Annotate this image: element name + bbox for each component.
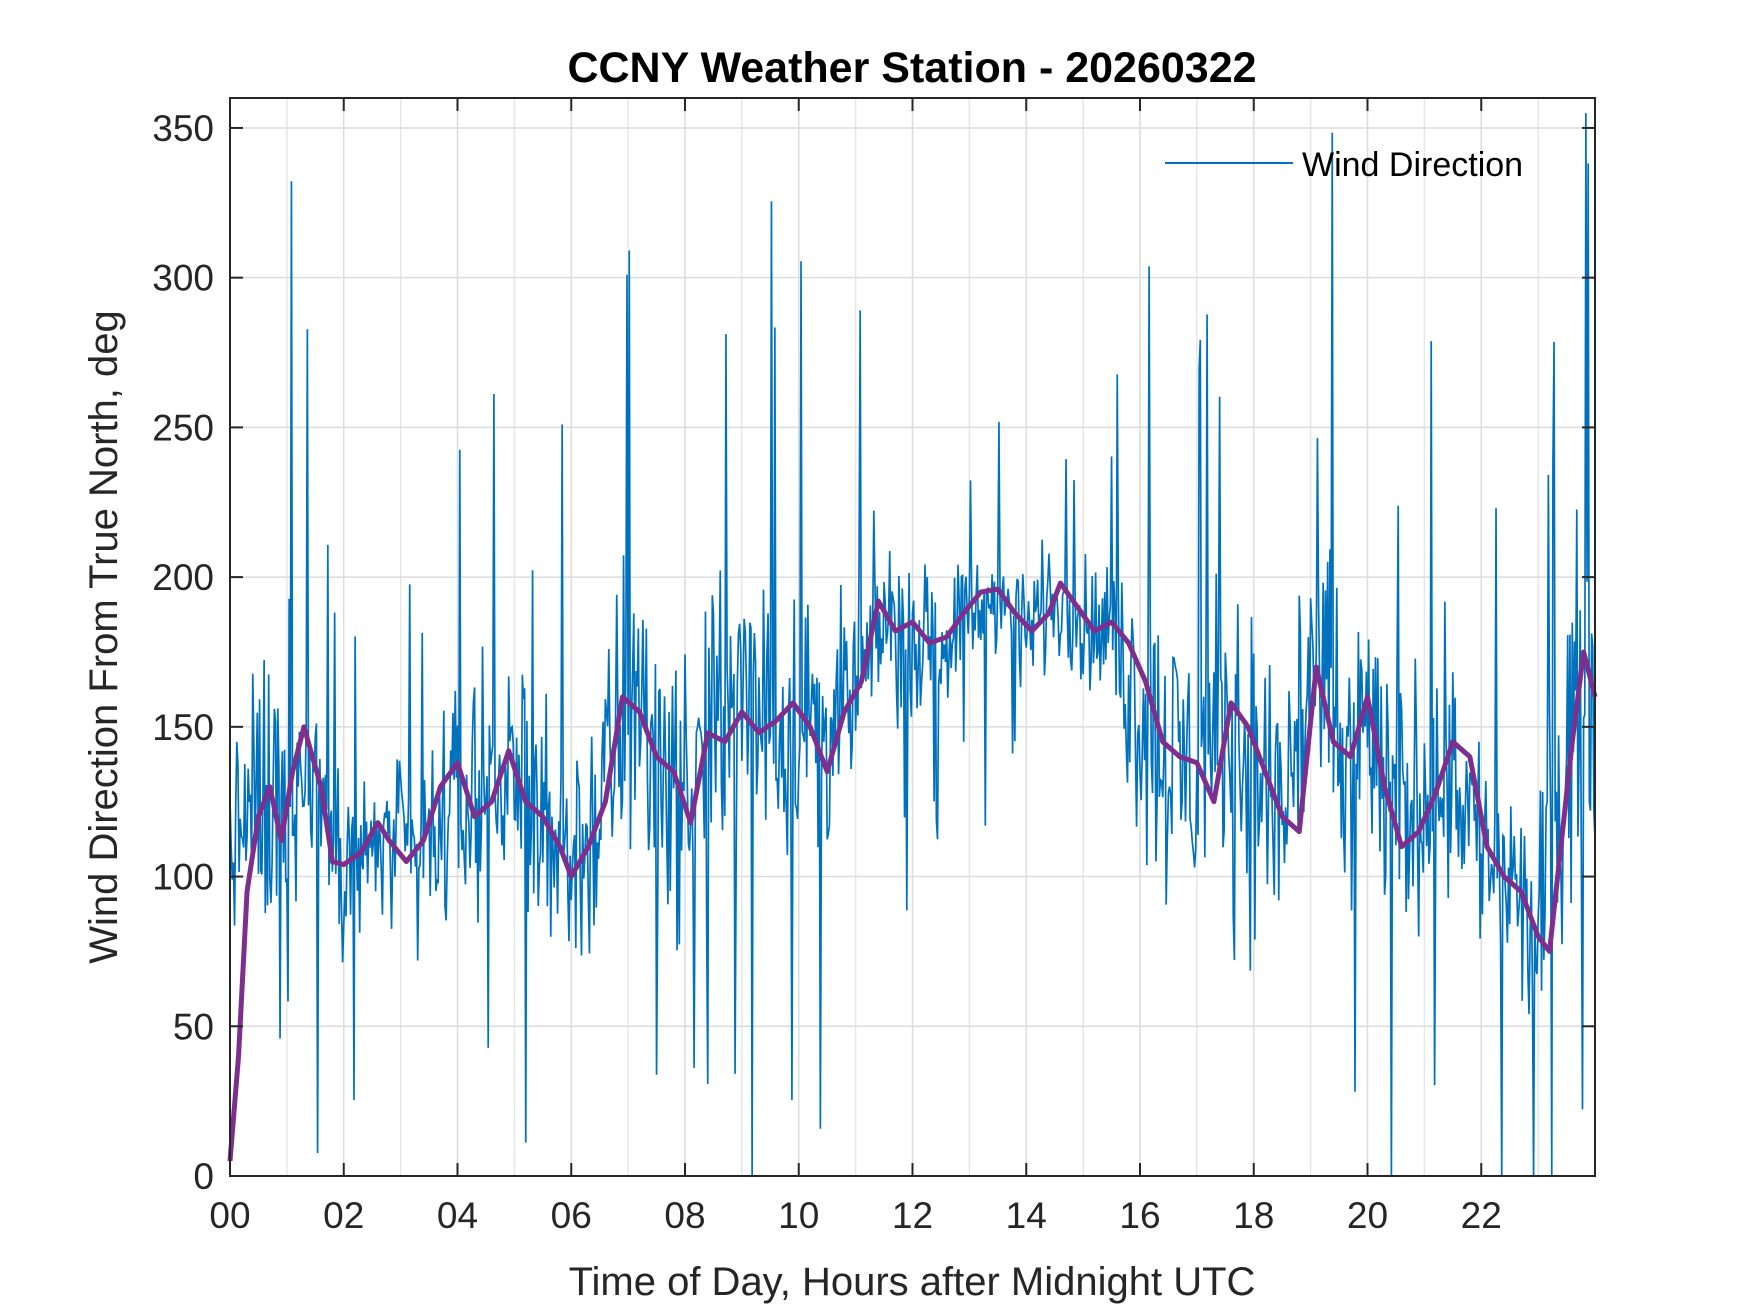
chart-title: CCNY Weather Station - 20260322 <box>567 44 1256 92</box>
x-tick-label: 14 <box>1006 1195 1047 1236</box>
line-wind-direction <box>229 112 1596 1177</box>
line-moving-average <box>227 580 1598 1162</box>
x-tick-label: 22 <box>1461 1195 1502 1236</box>
x-axis-ticks: 00 02 04 06 08 10 12 14 16 18 20 22 <box>209 98 1502 1236</box>
x-tick-label: 16 <box>1119 1195 1160 1236</box>
x-tick-label: 20 <box>1347 1195 1388 1236</box>
y-tick-label: 250 <box>152 407 214 448</box>
series-moving-average <box>227 580 1598 1162</box>
x-axis-label: Time of Day, Hours after Midnight UTC <box>569 1260 1256 1304</box>
x-tick-label: 06 <box>551 1195 592 1236</box>
y-tick-label: 150 <box>152 707 214 748</box>
x-tick-label: 12 <box>892 1195 933 1236</box>
x-tick-label: 00 <box>209 1195 250 1236</box>
legend: Wind Direction <box>1165 146 1523 184</box>
y-tick-label: 300 <box>152 258 214 299</box>
y-tick-label: 50 <box>173 1006 214 1047</box>
x-tick-label: 04 <box>437 1195 478 1236</box>
x-tick-label: 10 <box>778 1195 819 1236</box>
y-axis-ticks: 0 50 100 150 200 250 300 350 <box>152 108 1595 1197</box>
legend-label-wind-direction: Wind Direction <box>1302 146 1523 184</box>
x-tick-label: 02 <box>323 1195 364 1236</box>
series-wind-direction <box>229 112 1596 1177</box>
x-tick-label: 08 <box>664 1195 705 1236</box>
y-tick-label: 200 <box>152 557 214 598</box>
y-axis-label: Wind Direction From True North, deg <box>82 310 126 964</box>
y-tick-label: 0 <box>193 1156 214 1197</box>
x-tick-label: 18 <box>1233 1195 1274 1236</box>
y-tick-label: 100 <box>152 857 214 898</box>
y-tick-label: 350 <box>152 108 214 149</box>
